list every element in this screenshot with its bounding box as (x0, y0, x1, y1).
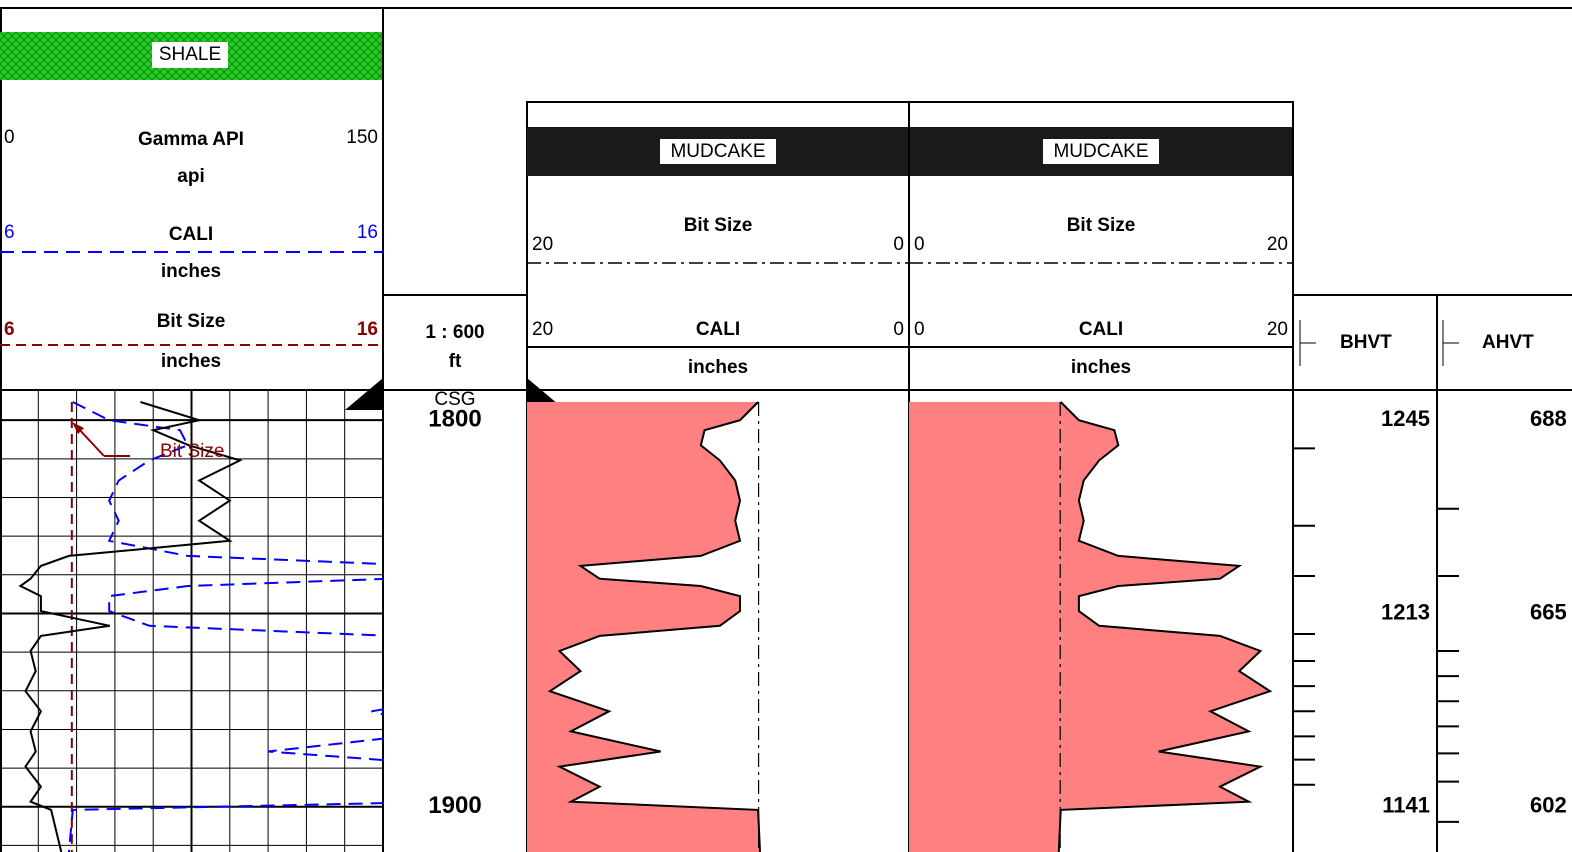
curve-unit: inches (688, 357, 748, 378)
left-track-curves: Bit Size (18, 401, 383, 852)
mudcake-fill (527, 402, 760, 852)
scale-max: 16 (357, 319, 378, 340)
depth-unit: ft (449, 351, 462, 372)
scale-min: 0 (914, 234, 925, 255)
scale-min: 6 (4, 319, 15, 340)
lithology-label: SHALE (159, 44, 221, 65)
time-label: 1245 (1381, 406, 1430, 431)
scale-max: 150 (346, 127, 378, 148)
curve-unit: api (177, 166, 204, 187)
ahvt-header: AHVT (1482, 332, 1534, 353)
cali-curve (547, 401, 761, 852)
time-label: 665 (1530, 599, 1567, 624)
time-label: 1141 (1382, 793, 1430, 818)
depth-label: 1800 (428, 406, 481, 433)
cali-curve (1057, 401, 1273, 852)
label-box (1043, 139, 1159, 164)
curve-name: Bit Size (684, 215, 753, 236)
arrow-head (72, 422, 84, 434)
curve-name: CALI (1079, 319, 1123, 340)
curve-unit: inches (161, 351, 221, 372)
scale-min: 20 (532, 234, 553, 255)
scale-min: 0 (4, 127, 15, 148)
curve-unit: inches (1071, 357, 1131, 378)
scale-max: 20 (1267, 319, 1288, 340)
curve-name: CALI (696, 319, 740, 340)
caliper-track (909, 401, 1273, 852)
depth-label: 1900 (428, 792, 481, 819)
scale-label: 1 : 600 (425, 322, 484, 343)
gamma-curve (18, 401, 243, 852)
curve-name: Bit Size (157, 311, 226, 332)
curve-name: Gamma API (138, 129, 244, 150)
scale-min: 0 (914, 319, 925, 340)
time-label: 1213 (1381, 599, 1430, 624)
mudcake-fill (909, 402, 1270, 852)
fill-label: MUDCAKE (670, 141, 765, 162)
curve-name: CALI (169, 224, 213, 245)
scale-max: 0 (893, 234, 904, 255)
annotation: Bit Size (160, 441, 224, 462)
casing-label: CSG (434, 389, 475, 410)
curve-unit: inches (161, 261, 221, 282)
time-label: 688 (1530, 406, 1567, 431)
cali-curve (67, 401, 383, 852)
caliper-track (527, 401, 761, 852)
scale-max: 0 (893, 319, 904, 340)
label-box (152, 42, 228, 68)
scale-max: 16 (357, 222, 378, 243)
bhvt-header: BHVT (1340, 332, 1392, 353)
fill-label: MUDCAKE (1053, 141, 1148, 162)
casing-marker (345, 378, 383, 410)
curve-name: Bit Size (1067, 215, 1136, 236)
scale-min: 20 (532, 319, 553, 340)
scale-max: 20 (1267, 234, 1288, 255)
label-box (660, 139, 776, 164)
scale-min: 6 (4, 222, 15, 243)
time-label: 602 (1530, 793, 1567, 818)
